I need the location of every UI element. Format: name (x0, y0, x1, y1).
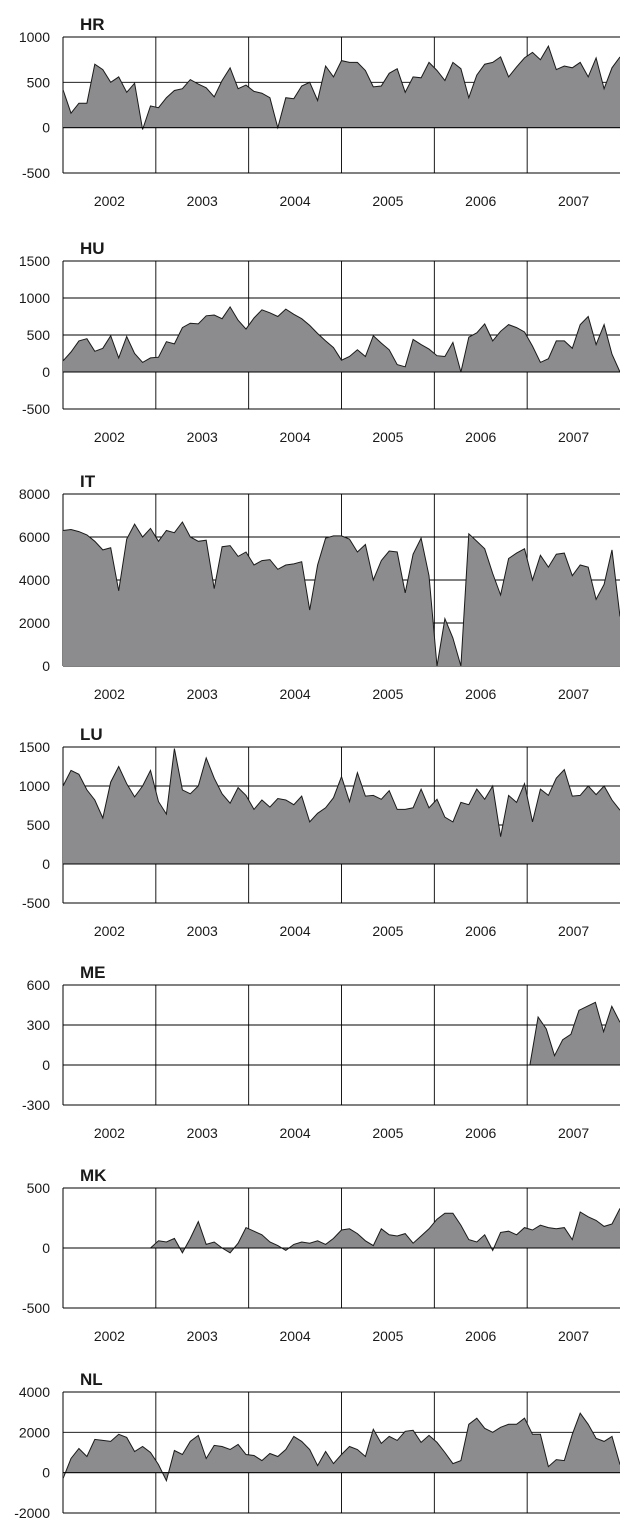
x-tick-label: 2006 (465, 193, 496, 209)
panel-me: 600 300 0 -300 2002 2003 2004 2005 2006 2007 ME (22, 963, 620, 1141)
y-tick-label: 1500 (19, 253, 50, 269)
y-tick-label: 1000 (19, 778, 50, 794)
panel-title: HR (80, 15, 105, 34)
x-tick-label: 2003 (187, 923, 218, 939)
x-tick-label: 2007 (558, 686, 589, 702)
x-tick-label: 2002 (94, 923, 125, 939)
y-tick-label: -500 (22, 165, 50, 181)
series-line (62, 521, 620, 667)
y-tick-label: 0 (42, 120, 50, 136)
y-tick-label: 0 (42, 1240, 50, 1256)
y-tick-label: 2000 (19, 615, 50, 631)
series-area (63, 1413, 620, 1481)
x-tick-label: 2005 (372, 1328, 403, 1344)
x-tick-label: 2004 (280, 1125, 311, 1141)
y-tick-label: -2000 (14, 1505, 50, 1521)
x-tick-label: 2005 (372, 429, 403, 445)
y-tick-label: 6000 (19, 529, 50, 545)
y-tick-label: 2000 (19, 1424, 50, 1440)
x-tick-label: 2002 (94, 1125, 125, 1141)
x-tick-label: 2006 (465, 429, 496, 445)
x-tick-label: 2003 (187, 1328, 218, 1344)
y-tick-label: 8000 (19, 486, 50, 502)
y-tick-label: 300 (27, 1017, 51, 1033)
series-area (63, 748, 620, 864)
y-tick-label: 0 (42, 364, 50, 380)
y-tick-label: 0 (42, 856, 50, 872)
series-area (529, 1002, 620, 1065)
series-line (62, 748, 620, 837)
panel-hu: 1500 1000 500 0 -500 2002 2003 2004 2005 2006 2007… (19, 239, 620, 445)
x-tick-label: 2007 (558, 429, 589, 445)
x-tick-label: 2006 (465, 923, 496, 939)
x-tick-label: 2002 (94, 193, 125, 209)
x-tick-label: 2006 (465, 686, 496, 702)
y-tick-label: 0 (42, 1465, 50, 1481)
x-tick-label: 2006 (465, 1125, 496, 1141)
y-tick-label: 4000 (19, 572, 50, 588)
series-line (150, 1208, 620, 1254)
x-tick-label: 2004 (280, 923, 311, 939)
y-tick-label: -500 (22, 1300, 50, 1316)
panel-it: 8000 6000 4000 2000 0 2002 2003 2004 2005 2006 200… (19, 472, 620, 702)
y-tick-label: 1500 (19, 739, 50, 755)
y-tick-label: -500 (22, 401, 50, 417)
series-area (63, 46, 620, 130)
x-tick-label: 2007 (558, 193, 589, 209)
y-tick-label: 500 (27, 817, 51, 833)
x-tick-label: 2002 (94, 1328, 125, 1344)
x-tick-label: 2002 (94, 429, 125, 445)
x-tick-label: 2004 (280, 686, 311, 702)
series-line (529, 1001, 620, 1066)
series-area (150, 1208, 620, 1253)
y-tick-label: 0 (42, 658, 50, 674)
x-tick-label: 2002 (94, 686, 125, 702)
x-tick-label: 2004 (280, 193, 311, 209)
x-tick-label: 2007 (558, 1328, 589, 1344)
panel-title: MK (80, 1166, 107, 1185)
x-tick-label: 2004 (280, 429, 311, 445)
y-tick-label: 500 (27, 327, 51, 343)
panel-title: LU (80, 725, 103, 744)
panel-hr: 1000 500 0 -500 2002 2003 2004 2005 2006 2007 HR (19, 15, 620, 209)
y-tick-label: 1000 (19, 29, 50, 45)
x-tick-label: 2003 (187, 193, 218, 209)
series-area (63, 522, 620, 666)
y-tick-label: 0 (42, 1057, 50, 1073)
panel-title: HU (80, 239, 105, 258)
x-tick-label: 2005 (372, 923, 403, 939)
y-tick-label: 4000 (19, 1384, 50, 1400)
series-line (62, 1412, 620, 1483)
x-tick-label: 2003 (187, 429, 218, 445)
x-tick-label: 2004 (280, 1328, 311, 1344)
series-line (62, 44, 620, 130)
x-tick-label: 2003 (187, 686, 218, 702)
y-tick-label: 1000 (19, 290, 50, 306)
x-tick-label: 2003 (187, 1125, 218, 1141)
series-area (63, 306, 620, 372)
x-tick-label: 2006 (465, 1328, 496, 1344)
x-tick-label: 2007 (558, 1125, 589, 1141)
x-tick-label: 2005 (372, 1125, 403, 1141)
y-tick-label: -300 (22, 1097, 50, 1113)
panel-title: NL (80, 1370, 103, 1389)
y-tick-label: 600 (27, 977, 51, 993)
y-tick-label: -500 (22, 895, 50, 911)
x-tick-label: 2007 (558, 923, 589, 939)
y-tick-label: 500 (27, 74, 51, 90)
x-tick-label: 2005 (372, 686, 403, 702)
panel-title: IT (80, 472, 96, 491)
panel-mk: 500 0 -500 2002 2003 2004 2005 2006 2007 MK (22, 1166, 620, 1344)
series-line (62, 305, 620, 373)
panel-title: ME (80, 963, 106, 982)
y-tick-label: 500 (27, 1180, 51, 1196)
panel-lu: 1500 1000 500 0 -500 2002 2003 2004 2005 2006 2007… (19, 725, 620, 939)
x-tick-label: 2005 (372, 193, 403, 209)
